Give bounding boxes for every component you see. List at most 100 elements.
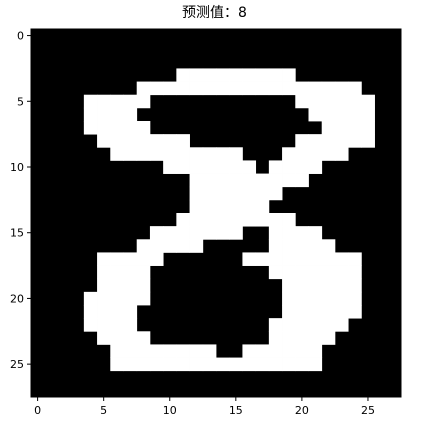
heatmap-cell [334,107,349,122]
heatmap-cell [282,357,296,372]
heatmap-cell [136,331,151,345]
heatmap-cell [123,94,138,109]
heatmap-cell [110,344,124,358]
heatmap-cell [308,265,323,280]
heatmap-cell [97,107,111,122]
heatmap-cell [149,134,164,148]
heatmap-cell [282,160,296,174]
heatmap-cell [216,213,230,227]
heatmap-cell [348,134,362,148]
heatmap-cell [348,278,362,293]
heatmap-cell [110,318,124,332]
heatmap-cell [176,147,190,161]
x-tick-label: 15 [229,404,243,417]
heatmap-cell [136,121,151,135]
heatmap-cell [123,357,138,372]
heatmap-cell [136,134,151,148]
heatmap-cell [202,213,217,227]
heatmap-cell [308,239,323,253]
heatmap-cell [268,160,283,174]
heatmap-cell [97,305,111,319]
heatmap-cell [268,186,283,201]
heatmap-cell [123,252,138,266]
heatmap-cell [334,134,349,148]
heatmap-cell [334,291,349,306]
heatmap-cell [110,278,124,293]
heatmap-cell [202,160,217,174]
heatmap-cell [97,278,111,293]
heatmap-cell [176,357,190,372]
heatmap-cell [334,278,349,293]
heatmap-cell [255,81,270,96]
heatmap-cell [136,252,151,266]
heatmap-cell [308,278,323,293]
heatmap-cell [255,186,270,201]
heatmap-cell [136,291,151,306]
heatmap-cell [334,252,349,266]
heatmap-cell [334,81,349,96]
x-tick-label: 25 [361,404,375,417]
heatmap-cell [163,344,177,358]
heatmap-cell [189,186,204,201]
heatmap-cell [123,318,138,332]
heatmap-cell [348,81,362,96]
heatmap-cell [149,252,164,266]
heatmap-cell [189,81,204,96]
heatmap-cell [348,305,362,319]
heatmap-cell [361,121,375,135]
heatmap-cell [83,94,98,109]
y-tick-label: 0 [17,30,24,43]
heatmap-cell [321,94,336,109]
heatmap-cell [295,226,309,240]
heatmap-cell [308,226,323,240]
heatmap-cell [295,265,309,280]
heatmap-cell [255,68,270,82]
heatmap-cell [334,318,349,332]
x-tick-label: 5 [100,404,107,417]
heatmap-cell [216,199,230,214]
heatmap-cell [110,265,124,280]
heatmap-cell [268,344,283,358]
heatmap-cell [268,81,283,96]
heatmap-cell [308,107,323,122]
heatmap-cell [348,252,362,266]
heatmap-cell [136,265,151,280]
heatmap-cell [110,305,124,319]
heatmap-cell [295,291,309,306]
heatmap-cell [308,291,323,306]
heatmap-cell [255,344,270,358]
heatmap-cell [229,199,243,214]
heatmap-cell [163,147,177,161]
heatmap-cell [242,357,257,372]
y-tick-label: 5 [17,95,24,108]
heatmap-cell [189,226,204,240]
heatmap-cell [123,147,138,161]
heatmap-cell [242,213,257,227]
heatmap-cell [83,107,98,122]
heatmap-cell [268,331,283,345]
heatmap-cell [202,68,217,82]
heatmap-cell [97,134,111,148]
heatmap-cell [229,186,243,201]
heatmap-cell [255,213,270,227]
heatmap-cell [149,357,164,372]
heatmap-cell [189,160,204,174]
heatmap-cell [242,68,257,82]
heatmap-cell [295,305,309,319]
heatmap-cell [255,199,270,214]
y-tick-label: 10 [10,161,24,174]
heatmap-cell [189,199,204,214]
heatmap-cell [149,81,164,96]
heatmap-cell [242,252,257,266]
heatmap-cell [282,265,296,280]
heatmap-cell [321,134,336,148]
heatmap-cell [348,291,362,306]
heatmap-cell [282,278,296,293]
heatmap-cell [149,239,164,253]
heatmap-cell [308,134,323,148]
heatmap-cell [123,291,138,306]
heatmap-cell [136,147,151,161]
heatmap-cell [123,344,138,358]
heatmap-cell [202,344,217,358]
heatmap-cell [136,239,151,253]
